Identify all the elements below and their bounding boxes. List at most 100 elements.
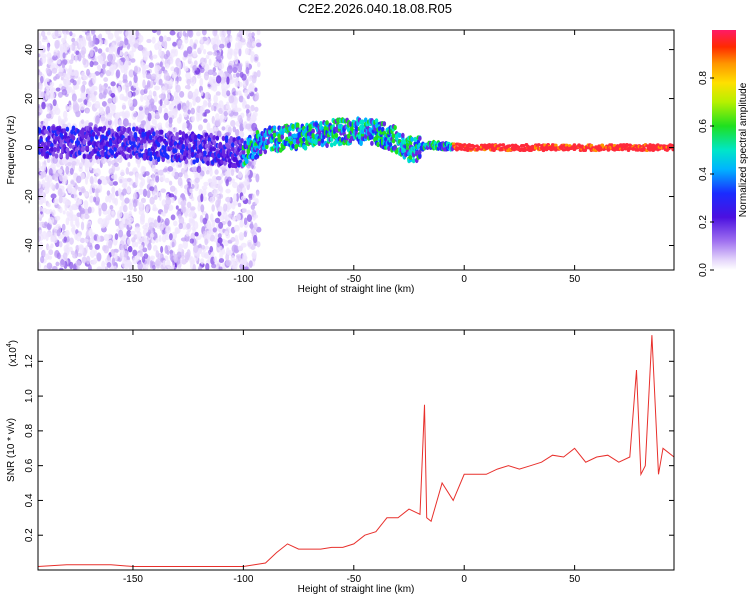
spectrogram-speckle	[237, 114, 243, 123]
spectrogram-speckle	[248, 83, 253, 93]
spectrogram-speckle	[256, 61, 261, 68]
spectrogram-speckle	[146, 80, 151, 88]
spectrogram-speckle	[180, 237, 187, 242]
spectrogram-ridge-cell	[285, 136, 289, 142]
spectrogram-speckle	[166, 36, 172, 42]
spectrogram-speckle	[235, 90, 239, 96]
spectrogram-speckle	[232, 201, 239, 206]
spectrogram-speckle	[45, 181, 51, 189]
spectrogram-speckle	[152, 158, 157, 166]
spectrogram-speckle	[125, 90, 132, 100]
spectrogram-speckle	[246, 239, 253, 248]
spectrogram-speckle	[250, 51, 255, 57]
spectrogram-speckle	[173, 253, 178, 263]
spectrogram-speckle	[170, 214, 176, 221]
spectrogram-ridge-cell	[317, 140, 322, 147]
spectrogram-speckle	[162, 129, 167, 134]
spectrogram-speckle	[126, 177, 132, 183]
spectrogram-speckle	[254, 87, 258, 92]
spectrogram-speckle	[160, 188, 166, 193]
spectrogram-speckle	[234, 42, 239, 51]
spectrogram-speckle	[217, 195, 222, 205]
spectrogram-speckle	[238, 63, 242, 72]
spectrogram-speckle	[207, 101, 212, 108]
spectrogram-speckle	[114, 30, 119, 39]
spectrogram-speckle	[61, 88, 68, 96]
spectrogram-speckle	[93, 234, 97, 241]
spectrogram-speckle	[245, 66, 250, 75]
spectrogram-ridge-cell	[302, 136, 306, 143]
spectrogram-ridge-cell	[175, 131, 179, 138]
spectrogram-speckle	[138, 202, 144, 210]
spectrogram-speckle	[197, 203, 201, 212]
spectrogram-speckle	[66, 86, 73, 93]
spectrogram-speckle	[149, 233, 155, 238]
spectrogram-speckle	[198, 265, 203, 270]
spectrogram-ridge-cell	[272, 125, 277, 131]
spectrogram-speckle	[254, 106, 259, 112]
spectrogram-speckle	[142, 188, 148, 198]
spectrogram-speckle	[39, 85, 43, 91]
spectrogram-speckle	[228, 95, 235, 104]
spectrogram-speckle	[40, 195, 44, 205]
spectrogram-ridge-cell	[57, 126, 62, 132]
spectrogram-speckle	[192, 166, 198, 172]
spectrogram-speckle	[44, 221, 48, 227]
spectrogram-speckle	[83, 200, 89, 209]
spectrogram-speckle	[114, 165, 120, 171]
spectrogram-ridge-cell	[156, 156, 161, 162]
spectrogram-speckle	[61, 179, 67, 185]
spectrogram-speckle	[62, 252, 68, 260]
spectrogram-speckle	[87, 206, 92, 214]
spectrogram-speckle	[164, 234, 170, 241]
spectrogram-speckle	[89, 49, 94, 58]
spectrogram-speckle	[222, 265, 226, 270]
spectrogram-speckle	[111, 210, 116, 219]
spectrogram-speckle	[203, 118, 208, 123]
spectrogram-speckle	[225, 178, 229, 187]
spectrogram-speckle	[127, 98, 134, 107]
spectrogram-speckle	[114, 197, 119, 206]
spectrogram-ridge-cell	[128, 153, 133, 159]
spectrogram-speckle	[207, 51, 213, 56]
spectrogram-speckle	[63, 236, 67, 242]
spectrogram-speckle	[220, 173, 224, 178]
y-tick-label: 0	[24, 144, 35, 150]
spectrogram-speckle	[56, 229, 61, 237]
spectrogram-speckle	[105, 106, 111, 115]
spectrogram-speckle	[143, 94, 149, 101]
spectrogram-speckle	[40, 75, 44, 84]
spectrogram-speckle	[122, 118, 129, 127]
spectrogram-speckle	[187, 109, 191, 115]
spectrogram-speckle	[122, 204, 128, 213]
spectrogram-speckle	[111, 59, 116, 65]
spectrogram-speckle	[196, 74, 202, 79]
spectrogram-speckle	[131, 32, 135, 39]
spectrogram-ridge-cell	[498, 143, 503, 147]
spectrogram-speckle	[85, 88, 90, 95]
spectrogram-speckle	[135, 30, 139, 38]
spectrogram-speckle	[218, 245, 223, 252]
spectrogram-speckle	[185, 72, 191, 79]
spectrogram-speckle	[160, 211, 165, 216]
spectrogram-speckle	[182, 30, 186, 37]
spectrogram-speckle	[162, 259, 166, 267]
spectrogram-speckle	[159, 173, 166, 182]
spectrogram-speckle	[97, 217, 104, 225]
spectrogram-speckle	[215, 91, 221, 96]
spectrogram-speckle	[68, 104, 72, 111]
spectrogram-speckle	[46, 43, 50, 52]
spectrogram-speckle	[132, 91, 136, 97]
spectrogram-speckle	[247, 160, 252, 167]
spectrogram-speckle	[62, 110, 68, 119]
spectrogram-speckle	[148, 62, 154, 69]
x-tick-label: -50	[347, 574, 362, 585]
spectrogram-ridge-cell	[54, 153, 59, 159]
spectrogram-speckle	[226, 90, 231, 97]
spectrogram-speckle	[178, 31, 183, 38]
spectrogram-ridge-cell	[122, 127, 127, 133]
spectrogram-speckle	[163, 35, 168, 43]
spectrogram-speckle	[218, 266, 223, 270]
spectrogram-speckle	[200, 258, 205, 265]
spectrogram-ridge-cell	[280, 134, 285, 140]
